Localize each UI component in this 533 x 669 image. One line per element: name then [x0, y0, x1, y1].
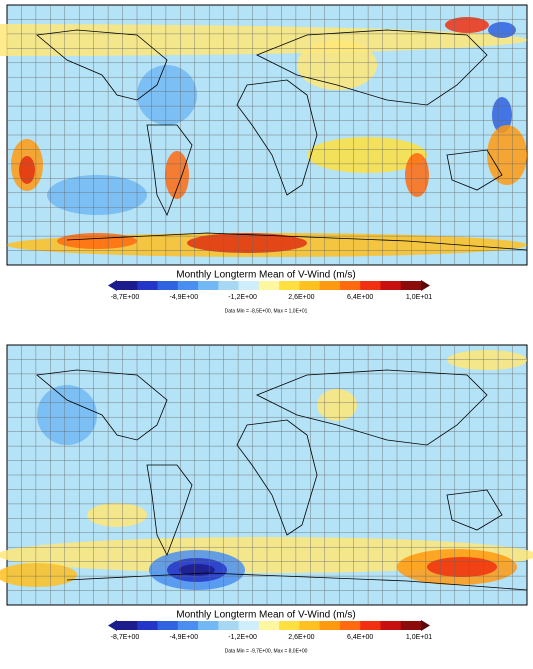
colorbar-tick-label: 2,6E+00: [288, 634, 314, 641]
coastline: [236, 419, 318, 536]
coastline: [256, 29, 488, 106]
wind-region: [405, 153, 429, 197]
colorbar-swatch: [319, 281, 341, 290]
colorbar-swatch: [177, 621, 199, 630]
colorbar-tick-label: 1,0E+01: [406, 634, 432, 641]
colorbar-swatch: [360, 621, 381, 630]
coastline: [36, 369, 168, 441]
colorbar-swatch: [177, 281, 199, 290]
colorbar-swatch: [380, 621, 402, 630]
wind-region: [137, 65, 197, 125]
colorbar-arrow-left: [108, 620, 117, 631]
colorbar-tick-label: 1,0E+01: [406, 294, 432, 301]
colorbar-swatch: [339, 621, 361, 630]
colorbar-swatch: [319, 621, 341, 630]
colorbar-swatch: [400, 621, 422, 630]
coastline: [146, 124, 193, 216]
coastline: [446, 149, 503, 191]
coastline: [66, 232, 528, 251]
colorbar-swatch: [218, 281, 240, 290]
colorbar-swatch: [279, 281, 300, 290]
map-panel: [0, 4, 528, 266]
colorbar-swatch: [299, 281, 321, 290]
wind-region: [487, 125, 527, 185]
wind-region: [19, 156, 35, 184]
colorbar-arrow-left: [108, 280, 117, 291]
colorbar-swatch: [258, 281, 280, 290]
colorbar-swatch: [198, 621, 219, 630]
map-panel: [0, 344, 533, 606]
colorbar-swatch: [400, 281, 422, 290]
wind-region: [47, 175, 147, 215]
coastline: [236, 79, 318, 196]
colorbar-swatch: [157, 621, 179, 630]
colorbar-tick-label: 6,4E+00: [347, 294, 373, 301]
wind-region: [37, 385, 97, 445]
colorbar-swatch: [279, 621, 300, 630]
colorbar-tick-label: 2,6E+00: [288, 294, 314, 301]
wind-region: [187, 233, 307, 253]
coastline: [36, 29, 168, 101]
colorbar-tick-label: -4,9E+00: [169, 294, 198, 301]
colorbar-tick-label: 6,4E+00: [347, 634, 373, 641]
colorbar-title: Monthly Longterm Mean of V-Wind (m/s): [176, 270, 356, 281]
colorbar-tick-label: -4,9E+00: [169, 634, 198, 641]
colorbar-swatch: [238, 281, 260, 290]
wind-region: [427, 557, 497, 577]
wind-region: [317, 389, 357, 421]
colorbar-swatch: [137, 621, 159, 630]
colorbar-swatch: [238, 621, 260, 630]
colorbar-swatch: [137, 281, 159, 290]
colorbar-swatch: [157, 281, 179, 290]
data-range: Data Min = -8,5E+00, Max = 1,0E+01: [225, 308, 308, 314]
colorbar-tick-label: -8,7E+00: [111, 294, 140, 301]
coastline: [146, 464, 193, 556]
colorbar-swatch: [218, 621, 240, 630]
wind-region: [488, 22, 516, 38]
wind-region: [57, 233, 137, 249]
colorbar-tick-label: -8,7E+00: [111, 634, 140, 641]
wind-region: [445, 17, 489, 33]
data-range: Data Min = -9,7E+00, Max = 8,0E+00: [225, 648, 308, 654]
wind-region: [0, 24, 527, 56]
colorbar-swatch: [117, 281, 138, 290]
colorbar-swatch: [380, 281, 402, 290]
colorbar-swatch: [339, 281, 361, 290]
colorbar-tick-label: -1,2E+00: [228, 294, 257, 301]
colorbar-arrow-right: [421, 280, 430, 291]
wind-region: [447, 350, 527, 370]
coastline: [66, 572, 528, 591]
colorbar-arrow-right: [421, 620, 430, 631]
colorbar-swatch: [360, 281, 381, 290]
colorbar-swatch: [299, 621, 321, 630]
wind-region: [297, 40, 377, 90]
colorbar-swatch: [198, 281, 219, 290]
colorbar-swatch: [258, 621, 280, 630]
coastline: [256, 369, 488, 446]
colorbar-swatch: [117, 621, 138, 630]
colorbar-tick-label: -1,2E+00: [228, 634, 257, 641]
coastline: [446, 489, 503, 531]
wind-region: [87, 503, 147, 527]
colorbar-title: Monthly Longterm Mean of V-Wind (m/s): [176, 610, 356, 621]
wind-region: [0, 563, 77, 587]
wind-region: [165, 151, 189, 199]
